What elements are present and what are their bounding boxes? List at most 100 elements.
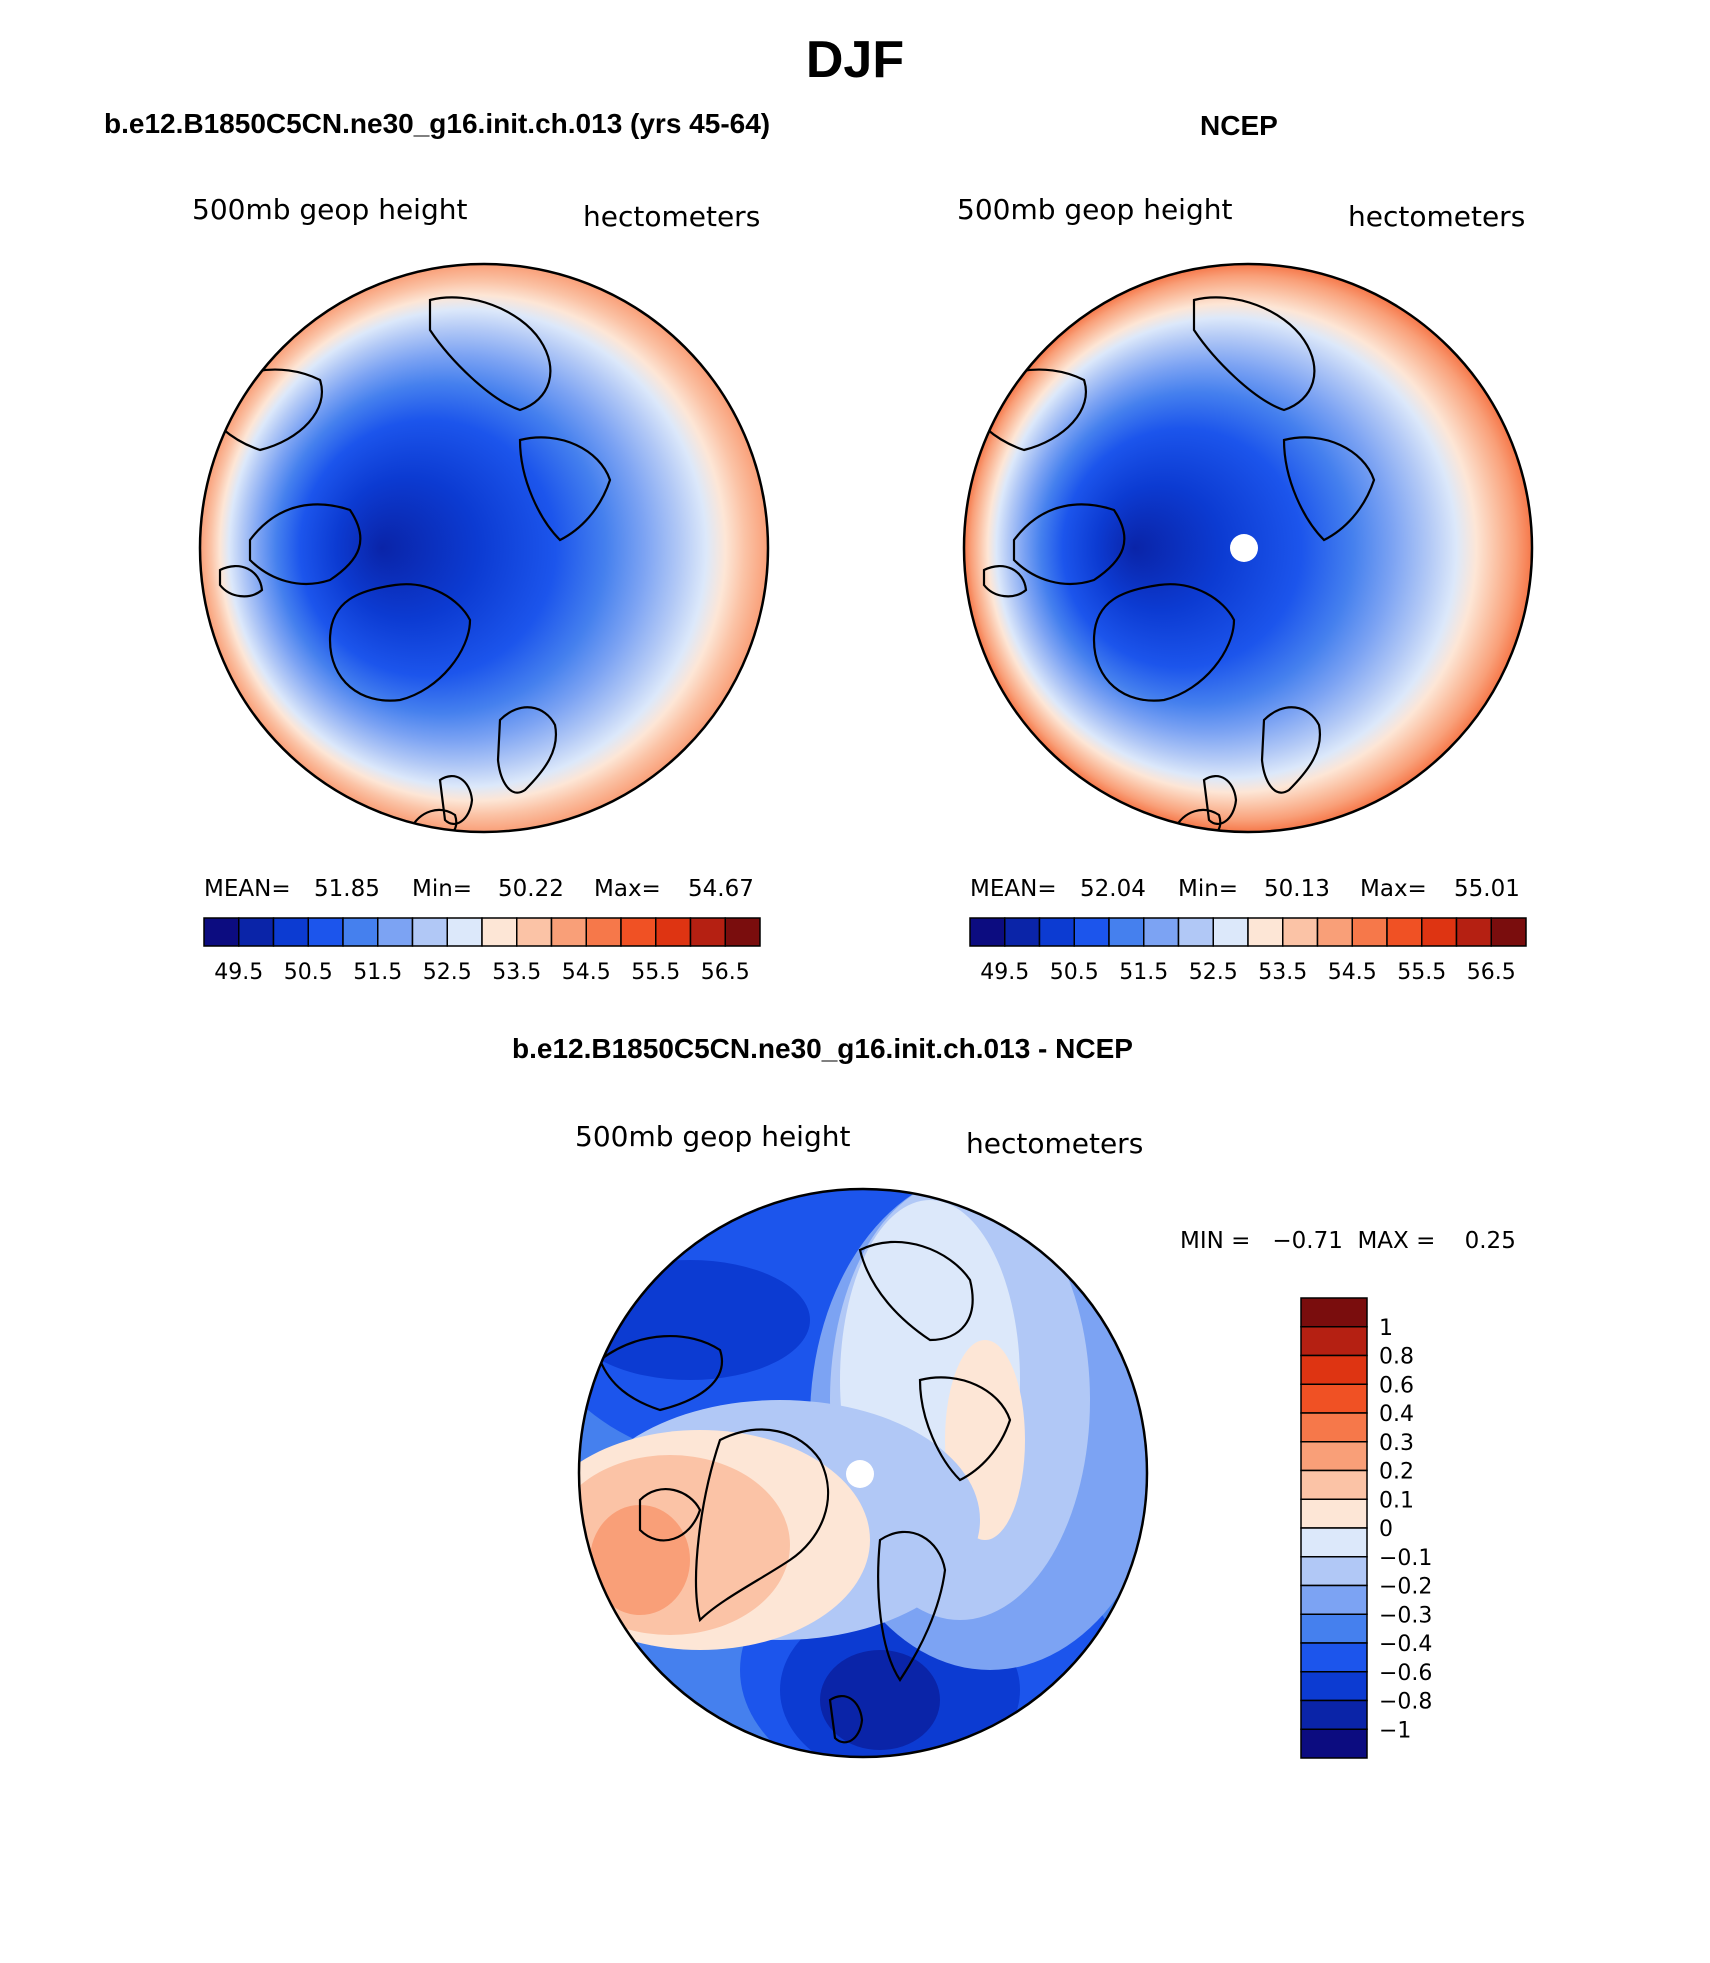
colorbar-model-box-10 bbox=[550, 917, 587, 947]
map-ncep bbox=[962, 262, 1534, 834]
colorbar-model-box-3 bbox=[307, 917, 344, 947]
colorbar-model-box-4 bbox=[342, 917, 379, 947]
panel-1-min-label: Min= bbox=[412, 876, 473, 902]
colorbar-difference-box-7 bbox=[1300, 1498, 1368, 1529]
colorbar-ncep-box-10 bbox=[1316, 917, 1353, 947]
panel-1-title: b.e12.B1850C5CN.ne30_g16.init.ch.013 (yr… bbox=[104, 108, 771, 139]
map-model bbox=[198, 262, 770, 834]
colorbar-model-box-9 bbox=[516, 917, 553, 947]
panel-1-mean-label: MEAN= bbox=[204, 876, 291, 902]
colorbar-difference-tick-label: 0 bbox=[1379, 1517, 1393, 1542]
panel-1-max-label: Max= bbox=[594, 876, 661, 902]
colorbar-difference-box-15 bbox=[1300, 1728, 1368, 1759]
colorbar-model-box-1 bbox=[238, 917, 275, 947]
panel-2-max-label: Max= bbox=[1360, 876, 1427, 902]
colorbar-difference-tick-label: 0.4 bbox=[1379, 1402, 1414, 1427]
colorbar-ncep-tick-label: 52.5 bbox=[1189, 960, 1238, 985]
colorbar-model-tick-label: 49.5 bbox=[214, 960, 263, 985]
colorbar-model-box-6 bbox=[411, 917, 448, 947]
colorbar-ncep-box-14 bbox=[1455, 917, 1492, 947]
colorbar-ncep-tick-label: 50.5 bbox=[1050, 960, 1099, 985]
colorbar-ncep-tick-label: 53.5 bbox=[1258, 960, 1307, 985]
map-model-field bbox=[200, 264, 768, 832]
colorbar-model-box-13 bbox=[655, 917, 692, 947]
colorbar-difference-box-9 bbox=[1300, 1556, 1368, 1587]
colorbar-ncep: 49.5 50.5 51.5 52.5 53.5 54.5 55.5 56.5 bbox=[969, 917, 1527, 985]
panel-1-mean-value: 51.85 bbox=[314, 876, 380, 902]
map-ncep-pole-hole bbox=[1230, 534, 1258, 562]
colorbar-model-tick-label: 54.5 bbox=[562, 960, 611, 985]
colorbar-ncep-box-4 bbox=[1108, 917, 1145, 947]
panel-1-variable-label: 500mb geop height bbox=[192, 193, 468, 226]
colorbar-model-box-15 bbox=[724, 917, 761, 947]
colorbar-ncep-box-12 bbox=[1386, 917, 1423, 947]
colorbar-difference-box-14 bbox=[1300, 1699, 1368, 1730]
panel-3-title: b.e12.B1850C5CN.ne30_g16.init.ch.013 - N… bbox=[512, 1033, 1133, 1064]
map-difference bbox=[577, 1187, 1149, 1759]
map-model-coastlines bbox=[200, 296, 612, 832]
colorbar-difference-box-10 bbox=[1300, 1584, 1368, 1615]
colorbar-ncep-tick-label: 51.5 bbox=[1119, 960, 1168, 985]
colorbar-model-tick-label: 56.5 bbox=[701, 960, 750, 985]
colorbar-difference-tick-label: −0.8 bbox=[1379, 1690, 1432, 1715]
colorbar-model-box-2 bbox=[272, 917, 309, 947]
colorbar-model: 49.5 50.5 51.5 52.5 53.5 54.5 55.5 56.5 bbox=[203, 917, 761, 985]
colorbar-difference-box-4 bbox=[1300, 1412, 1368, 1443]
colorbar-ncep-box-8 bbox=[1247, 917, 1284, 947]
colorbar-difference-tick-label: −1 bbox=[1379, 1718, 1411, 1743]
panel-2-units-label: hectometers bbox=[1348, 200, 1526, 233]
colorbar-ncep-box-0 bbox=[969, 917, 1006, 947]
panel-2-title: NCEP bbox=[1200, 110, 1278, 141]
colorbar-ncep-box-7 bbox=[1212, 917, 1249, 947]
panel-2-min-label: Min= bbox=[1178, 876, 1239, 902]
colorbar-model-box-7 bbox=[446, 917, 483, 947]
colorbar-difference-tick-label: 0.3 bbox=[1379, 1431, 1414, 1456]
colorbar-difference-box-5 bbox=[1300, 1441, 1368, 1472]
panel-2-mean-label: MEAN= bbox=[970, 876, 1057, 902]
colorbar-difference-tick-label: 0.8 bbox=[1379, 1345, 1414, 1370]
colorbar-difference-tick-label: −0.4 bbox=[1379, 1632, 1432, 1657]
panel-2-max-value: 55.01 bbox=[1454, 876, 1520, 902]
colorbar-difference-tick-label: −0.3 bbox=[1379, 1603, 1432, 1628]
colorbar-model-tick-label: 52.5 bbox=[423, 960, 472, 985]
colorbar-difference-tick-label: 1 bbox=[1379, 1316, 1393, 1341]
colorbar-ncep-box-5 bbox=[1143, 917, 1180, 947]
colorbar-model-tick-label: 53.5 bbox=[492, 960, 541, 985]
colorbar-ncep-box-6 bbox=[1177, 917, 1214, 947]
panel-2-min-value: 50.13 bbox=[1264, 876, 1330, 902]
map-difference-coastlines bbox=[598, 1240, 1012, 1757]
figure-title: DJF bbox=[805, 31, 905, 89]
colorbar-difference-tick-label: 0.6 bbox=[1379, 1373, 1414, 1398]
colorbar-ncep-box-11 bbox=[1351, 917, 1388, 947]
colorbar-difference-tick-label: −0.6 bbox=[1379, 1661, 1432, 1686]
colorbar-difference: 1 0.8 0.6 0.4 0.3 0.2 0.1 0 −0.1 −0.2 −0.3 −0.4 −0.6… bbox=[1300, 1297, 1432, 1759]
panel-2-mean-value: 52.04 bbox=[1080, 876, 1146, 902]
colorbar-ncep-box-3 bbox=[1073, 917, 1110, 947]
colorbar-difference-box-2 bbox=[1300, 1354, 1368, 1385]
colorbar-difference-box-8 bbox=[1300, 1527, 1368, 1558]
panel-1-min-value: 50.22 bbox=[498, 876, 564, 902]
colorbar-difference-box-11 bbox=[1300, 1613, 1368, 1644]
panel-3-variable-label: 500mb geop height bbox=[575, 1120, 851, 1153]
colorbar-model-box-14 bbox=[689, 917, 726, 947]
colorbar-ncep-tick-label: 55.5 bbox=[1397, 960, 1446, 985]
colorbar-difference-tick-label: 0.1 bbox=[1379, 1488, 1414, 1513]
colorbar-model-box-12 bbox=[620, 917, 657, 947]
colorbar-ncep-tick-label: 54.5 bbox=[1328, 960, 1377, 985]
colorbar-ncep-box-2 bbox=[1038, 917, 1075, 947]
colorbar-difference-box-6 bbox=[1300, 1469, 1368, 1500]
colorbar-model-box-5 bbox=[377, 917, 414, 947]
colorbar-model-tick-label: 50.5 bbox=[284, 960, 333, 985]
panel-1-max-value: 54.67 bbox=[688, 876, 754, 902]
colorbar-difference-tick-label: −0.1 bbox=[1379, 1546, 1432, 1571]
colorbar-model-tick-label: 55.5 bbox=[631, 960, 680, 985]
colorbar-ncep-tick-label: 49.5 bbox=[980, 960, 1029, 985]
colorbar-model-box-8 bbox=[481, 917, 518, 947]
colorbar-difference-box-3 bbox=[1300, 1383, 1368, 1414]
colorbar-difference-tick-label: 0.2 bbox=[1379, 1460, 1414, 1485]
panel-3-units-label: hectometers bbox=[966, 1127, 1144, 1160]
colorbar-ncep-box-1 bbox=[1004, 917, 1041, 947]
colorbar-model-box-11 bbox=[585, 917, 622, 947]
panel-2-variable-label: 500mb geop height bbox=[957, 193, 1233, 226]
